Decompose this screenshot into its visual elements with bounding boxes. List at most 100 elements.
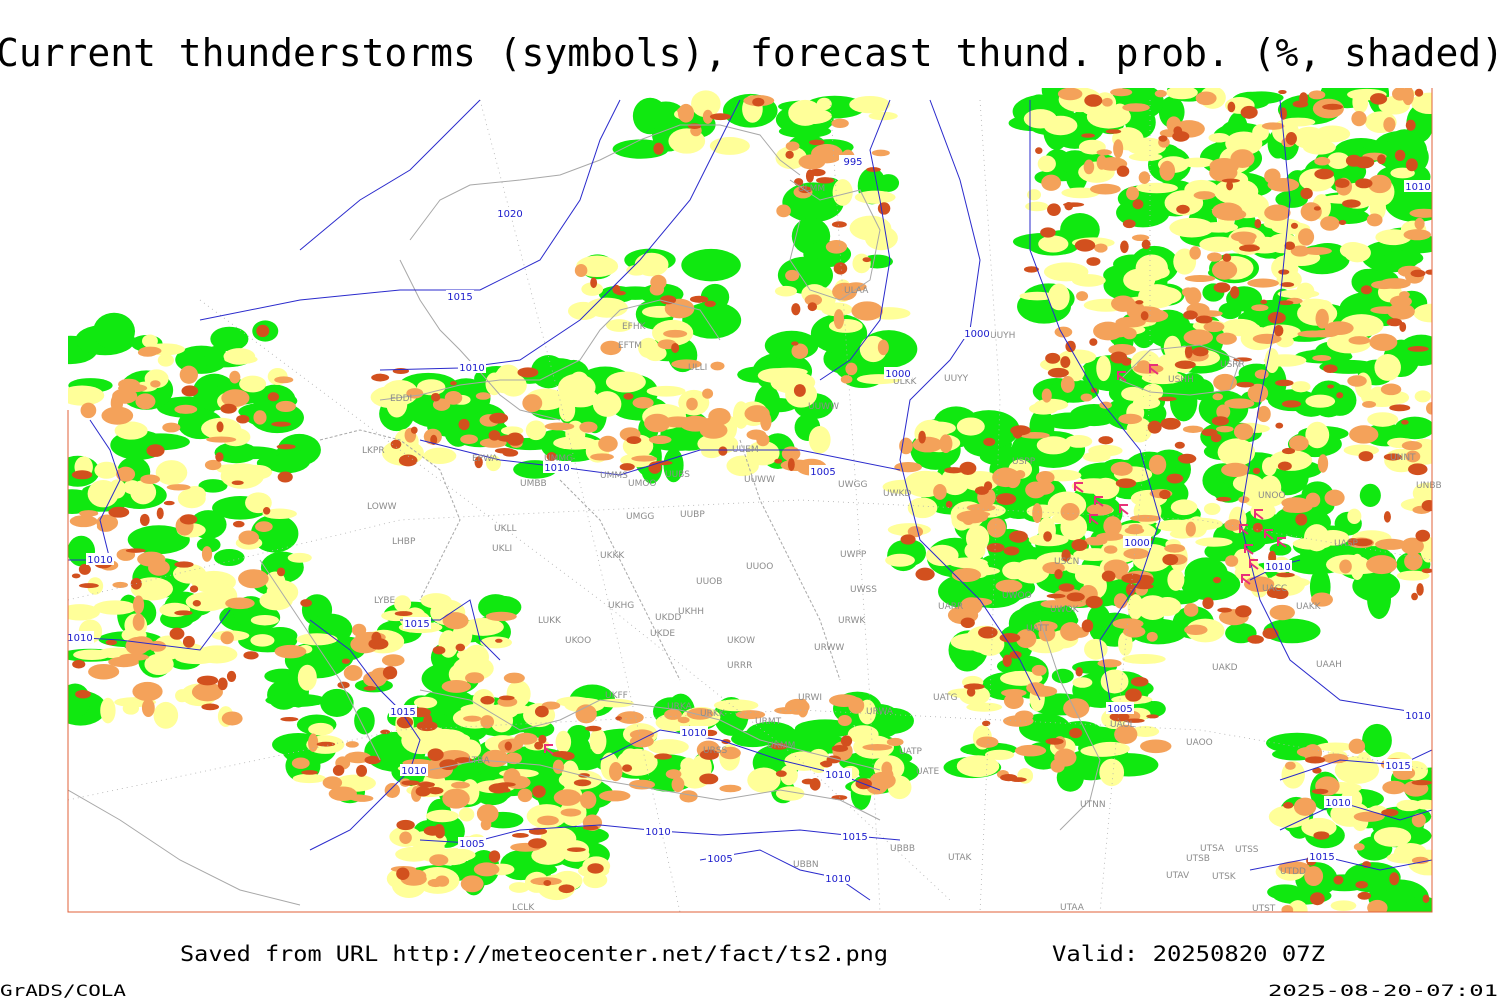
- shade-red: [189, 585, 199, 593]
- shade-orange: [599, 790, 631, 802]
- shade-orange: [976, 736, 999, 748]
- shade-orange: [848, 697, 865, 714]
- thunderstorm-symbol: [1239, 524, 1249, 535]
- shade-red: [840, 735, 853, 747]
- shade-orange: [1290, 245, 1310, 257]
- shade-orange: [1238, 234, 1256, 246]
- shade-yellow: [1225, 131, 1263, 156]
- shade-red: [1230, 286, 1240, 299]
- shade-yellow: [1352, 90, 1369, 114]
- shade-yellow: [1367, 412, 1399, 427]
- shade-orange: [1140, 739, 1172, 754]
- shade-orange: [886, 737, 904, 747]
- shade-orange: [1411, 856, 1429, 865]
- shade-orange: [1389, 295, 1412, 308]
- shade-red: [1122, 219, 1136, 229]
- shade-red: [1227, 101, 1236, 113]
- shade-red: [263, 507, 271, 515]
- shade-orange: [1203, 321, 1225, 333]
- shade-yellow: [155, 460, 188, 486]
- shade-orange: [1362, 401, 1377, 408]
- shade-red: [699, 773, 719, 785]
- shade-red: [276, 444, 296, 450]
- shade-orange: [702, 388, 714, 399]
- shade-yellow: [648, 739, 689, 755]
- shade-orange: [1211, 260, 1238, 280]
- shade-red: [72, 659, 86, 669]
- shade-orange: [1224, 398, 1255, 409]
- shade-green: [1086, 604, 1111, 638]
- shade-orange: [1216, 425, 1234, 433]
- shade-yellow: [250, 615, 279, 626]
- shade-red: [1322, 103, 1344, 110]
- isobar-label: 1010: [67, 633, 92, 644]
- shade-orange: [1212, 393, 1224, 401]
- shade-red: [1422, 894, 1430, 904]
- shade-orange: [432, 398, 451, 411]
- isobar-label-box: [389, 705, 417, 717]
- shade-red: [1336, 392, 1344, 399]
- shade-orange: [1126, 186, 1139, 201]
- shade-red: [699, 749, 719, 760]
- shade-red: [1276, 572, 1295, 578]
- shade-red: [79, 583, 99, 589]
- isobar-label-box: [543, 461, 571, 473]
- shade-orange: [833, 309, 845, 330]
- shade-orange: [1267, 177, 1300, 192]
- shade-orange: [735, 710, 766, 720]
- shade-orange: [1094, 243, 1108, 253]
- shade-red: [538, 734, 547, 744]
- shade-yellow: [144, 653, 174, 676]
- shade-orange: [632, 397, 654, 409]
- shade-yellow: [420, 593, 452, 609]
- shade-orange: [475, 392, 491, 400]
- shade-red: [1183, 310, 1198, 320]
- shade-yellow: [1281, 117, 1316, 127]
- shade-red: [1085, 595, 1103, 609]
- shade-red: [179, 514, 198, 525]
- shade-yellow: [621, 748, 639, 764]
- shade-orange: [1084, 536, 1108, 546]
- shade-red: [1132, 199, 1144, 210]
- coastline: [419, 689, 881, 771]
- station-label: ULKK: [893, 377, 918, 387]
- shade-yellow: [1305, 394, 1336, 408]
- station-label: UNBB: [1416, 481, 1442, 491]
- shade-red: [1354, 156, 1375, 169]
- shade-orange: [1159, 160, 1176, 181]
- shade-red: [1222, 253, 1232, 262]
- shade-yellow: [592, 391, 622, 417]
- shade-orange: [345, 741, 359, 748]
- station-label: UTST: [1252, 904, 1276, 914]
- shade-orange: [221, 389, 250, 407]
- shade-orange: [138, 346, 162, 356]
- shade-red: [819, 761, 828, 766]
- shade-orange: [1131, 234, 1150, 242]
- station-label: UARR: [938, 602, 963, 612]
- shade-red: [1416, 583, 1424, 596]
- coastline: [68, 789, 301, 906]
- shade-orange: [150, 380, 161, 388]
- shade-red: [1262, 627, 1279, 640]
- shade-yellow: [1121, 386, 1145, 401]
- shade-orange: [1213, 373, 1237, 392]
- shade-orange: [1216, 404, 1231, 420]
- station-label: UWOO: [1002, 591, 1032, 601]
- shade-red: [1389, 872, 1400, 886]
- shade-yellow: [821, 302, 853, 317]
- shade-red: [1401, 419, 1409, 425]
- shade-green: [1352, 570, 1401, 602]
- shade-red: [301, 770, 318, 775]
- shade-orange: [1015, 629, 1037, 649]
- shade-orange: [1110, 88, 1133, 97]
- shade-yellow: [1316, 742, 1355, 752]
- isobar-label: 1010: [825, 874, 850, 885]
- shade-red: [1047, 367, 1069, 378]
- shade-yellow: [1217, 438, 1256, 467]
- shade-red: [1233, 357, 1252, 362]
- shade-orange: [444, 391, 463, 405]
- shade-red: [654, 753, 672, 760]
- shade-orange: [1252, 333, 1282, 344]
- shade-orange: [1031, 481, 1055, 495]
- thunderstorm-symbol: [1277, 537, 1287, 548]
